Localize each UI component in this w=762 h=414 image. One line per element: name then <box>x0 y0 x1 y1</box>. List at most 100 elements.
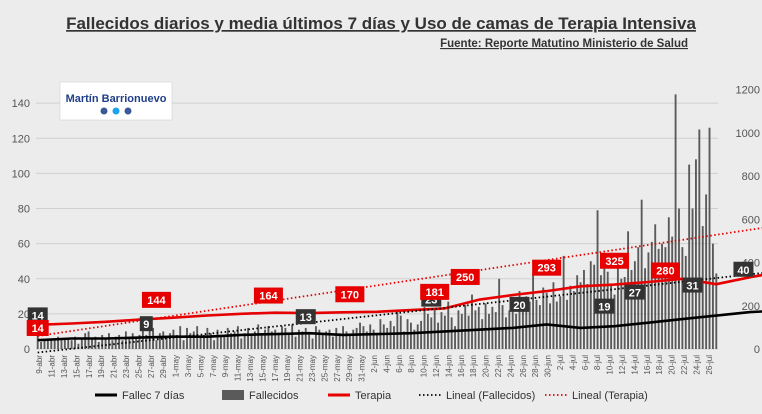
bar-fallecidos <box>640 199 643 349</box>
y-right-tick: 1000 <box>736 128 760 140</box>
bar-fallecidos <box>53 338 56 349</box>
terapia-label: 170 <box>341 289 359 301</box>
terapia-label: 181 <box>426 287 444 299</box>
y-right-tick: 200 <box>742 301 760 313</box>
y-left-tick: 140 <box>12 98 30 110</box>
bar-labels: 1491323201927314033432753795331857161351… <box>27 261 754 332</box>
bar-fallecidos <box>382 324 385 349</box>
bar-fallecidos <box>610 285 613 349</box>
bar-fallecidos <box>298 329 300 349</box>
y-left-tick: 60 <box>18 239 30 251</box>
bar-fallecidos <box>186 327 188 349</box>
legend: Fallec 7 días Fallecidos Terapia Lineal (Fa… <box>95 390 648 402</box>
bar-fallecidos <box>335 327 338 349</box>
bar-fallecidos <box>644 268 646 349</box>
bar-fallecidos <box>342 326 345 349</box>
bar-fallecidos <box>701 226 704 349</box>
bar-fallecidos <box>189 333 192 349</box>
bar-fallecidos <box>684 255 687 349</box>
bar-fallecidos <box>481 319 484 349</box>
terapia-label: 250 <box>456 272 474 284</box>
bar-fallecidos <box>318 329 321 349</box>
bar-fallecidos <box>613 294 616 349</box>
x-tick: 20-jun <box>482 355 491 377</box>
bar-label-box <box>295 309 316 325</box>
y-left-tick: 100 <box>12 168 30 180</box>
bar-fallecidos <box>650 241 653 349</box>
bar-fallecidos <box>494 312 497 349</box>
x-tick: 27-abr <box>147 355 156 378</box>
bar-fallecidos <box>586 284 589 349</box>
x-tick: 23-may <box>308 355 317 382</box>
bar-fallecidos <box>630 269 633 349</box>
bar-fallecidos <box>169 333 171 349</box>
bar-fallecidos <box>314 326 317 349</box>
x-tick: 24-jul <box>692 355 701 375</box>
bar-fallecidos <box>331 336 334 349</box>
bar-fallecidos <box>674 94 677 349</box>
terapia-label: 144 <box>147 295 166 307</box>
bar-fallecidos <box>182 340 185 349</box>
bar-fallecidos <box>572 291 575 349</box>
bar-fallecidos <box>525 296 528 349</box>
bar-fallecidos <box>338 333 341 349</box>
bar-fallecidos <box>294 336 297 349</box>
bar-fallecidos <box>121 340 124 349</box>
bar-fallecidos <box>549 303 551 349</box>
bar-fallecidos <box>562 255 565 349</box>
bar-fallecidos <box>257 324 260 349</box>
bar-fallecidos <box>46 338 49 349</box>
bar-fallecidos <box>321 334 324 349</box>
legend-label: Lineal (Fallecidos) <box>446 390 535 402</box>
x-tick: 4-jul <box>568 355 577 370</box>
y-left-tick: 20 <box>18 309 30 321</box>
bar-fallecidos <box>267 326 270 349</box>
x-tick: 26-jul <box>705 355 714 375</box>
x-tick: 12-jun <box>432 355 441 377</box>
bar-fallecidos <box>40 341 43 349</box>
bar-fallecidos <box>301 331 304 349</box>
bar-fallecidos <box>616 262 619 349</box>
bar-fallecidos <box>583 269 585 349</box>
x-tick: 13-abr <box>60 355 69 378</box>
bar-label-box <box>594 298 615 314</box>
bar-fallecidos <box>538 305 541 349</box>
bar-fallecidos <box>372 329 375 349</box>
bar-fallecidos <box>488 313 490 349</box>
twitter-icon <box>112 107 120 115</box>
bar-fallecidos <box>308 333 311 349</box>
bar-fallecidos <box>566 299 568 349</box>
x-tick: 25-abr <box>134 355 143 378</box>
bar-fallecidos <box>216 329 219 349</box>
bar-fallecidos <box>518 291 521 349</box>
x-tick: 2-jul <box>556 355 565 370</box>
bar-fallecidos <box>688 164 691 349</box>
bar-fallecidos <box>230 333 233 349</box>
facebook-icon <box>100 107 108 115</box>
logo: Martín Barrionuevo <box>59 81 173 121</box>
x-tick: 18-jun <box>469 355 478 377</box>
bar-label: 13 <box>300 312 312 324</box>
bar-fallecidos <box>114 336 117 349</box>
x-tick: 25-may <box>320 355 329 382</box>
bar-fallecidos <box>325 331 328 349</box>
x-tick: 30-jun <box>544 355 553 377</box>
bar-label-box <box>509 296 530 312</box>
x-tick: 11-may <box>234 355 243 381</box>
bar-fallecidos <box>532 273 535 349</box>
bar-fallecidos <box>226 327 229 349</box>
bar-fallecidos <box>447 301 450 349</box>
terapia-label: 14 <box>32 323 45 335</box>
bar-fallecidos <box>657 248 660 349</box>
x-tick: 6-jul <box>581 355 590 370</box>
bar-fallecidos <box>67 338 70 349</box>
x-tick: 21-abr <box>110 355 119 378</box>
bar-fallecidos <box>57 336 59 349</box>
bar-fallecidos <box>362 326 365 349</box>
bar-fallecidos <box>50 340 53 349</box>
bar-fallecidos <box>270 331 273 349</box>
bar-fallecidos <box>505 317 507 349</box>
bar-fallecidos <box>111 340 114 349</box>
bar-fallecidos <box>236 326 239 349</box>
